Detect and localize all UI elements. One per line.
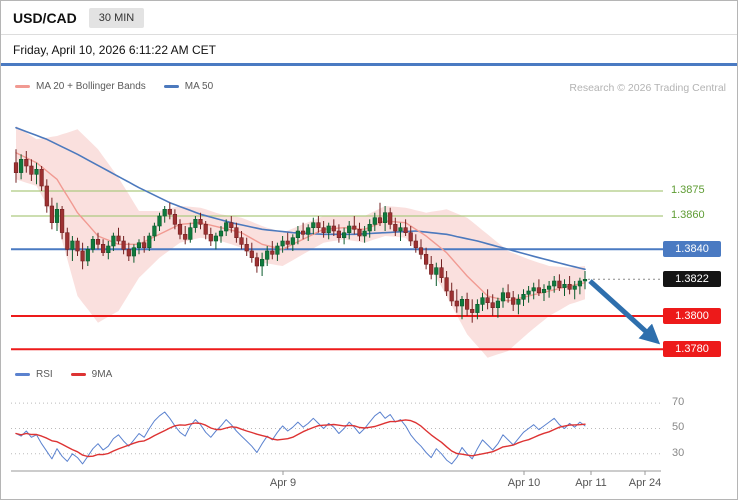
legend-item-ma50: MA 50 [163,81,214,92]
rsi-gridline-label-70: 70 [672,396,685,409]
price-level-chip-1.3840: 1.3840 [663,241,721,258]
x-axis-label-apr-11: Apr 11 [575,477,607,489]
timeframe-badge: 30 MIN [88,7,145,28]
price-level-chip-1.3780: 1.3780 [663,341,721,358]
bollinger-band-fill [16,126,585,358]
rsi-ma-legend-swatch [70,373,86,376]
x-axis-label-apr-9: Apr 9 [269,477,297,489]
rsi-gridline-label-30: 30 [672,446,685,459]
price-level-label-1.3875: 1.3875 [671,184,705,196]
rsi-legend-label: RSI [36,369,53,380]
ma20-line [15,151,586,302]
rsi-ma-legend-label: 9MA [91,369,113,380]
rsi-legend: RSI 9MA [15,369,130,380]
price-level-label-1.3860: 1.3860 [671,209,705,221]
ma50-legend-label: MA 50 [184,81,214,92]
x-axis-label-apr-10: Apr 10 [507,477,541,489]
trend-arrow [588,279,661,345]
ma50-legend-swatch [163,85,179,88]
symbol-title: USD/CAD [13,9,77,26]
legend-item-rsi: RSI [15,369,53,380]
price-level-chip-1.3822: 1.3822 [663,271,721,288]
research-credit: Research © 2026 Trading Central [569,82,726,94]
date-line: Friday, April 10, 2026 6:11:22 AM CET [13,43,216,57]
legend-item-9ma: 9MA [70,369,113,380]
candlestick-series [13,149,588,323]
rsi-legend-swatch [15,373,30,376]
ma20-bb-legend-swatch [15,85,30,88]
header-divider [1,63,737,66]
ma20-bb-legend-label: MA 20 + Bollinger Bands [36,81,146,92]
ma50-line [15,126,586,271]
price-legend: MA 20 + Bollinger Bands MA 50 [15,81,231,92]
legend-item-ma20-bb: MA 20 + Bollinger Bands [15,81,146,92]
rsi-gridline-label-50: 50 [672,421,685,434]
rsi-ma-line [15,419,586,458]
price-level-chip-1.3800: 1.3800 [663,308,721,324]
x-axis-label-apr-24: Apr 24 [628,477,662,489]
header: USD/CAD 30 MIN [1,1,737,35]
rsi-line [15,411,586,465]
